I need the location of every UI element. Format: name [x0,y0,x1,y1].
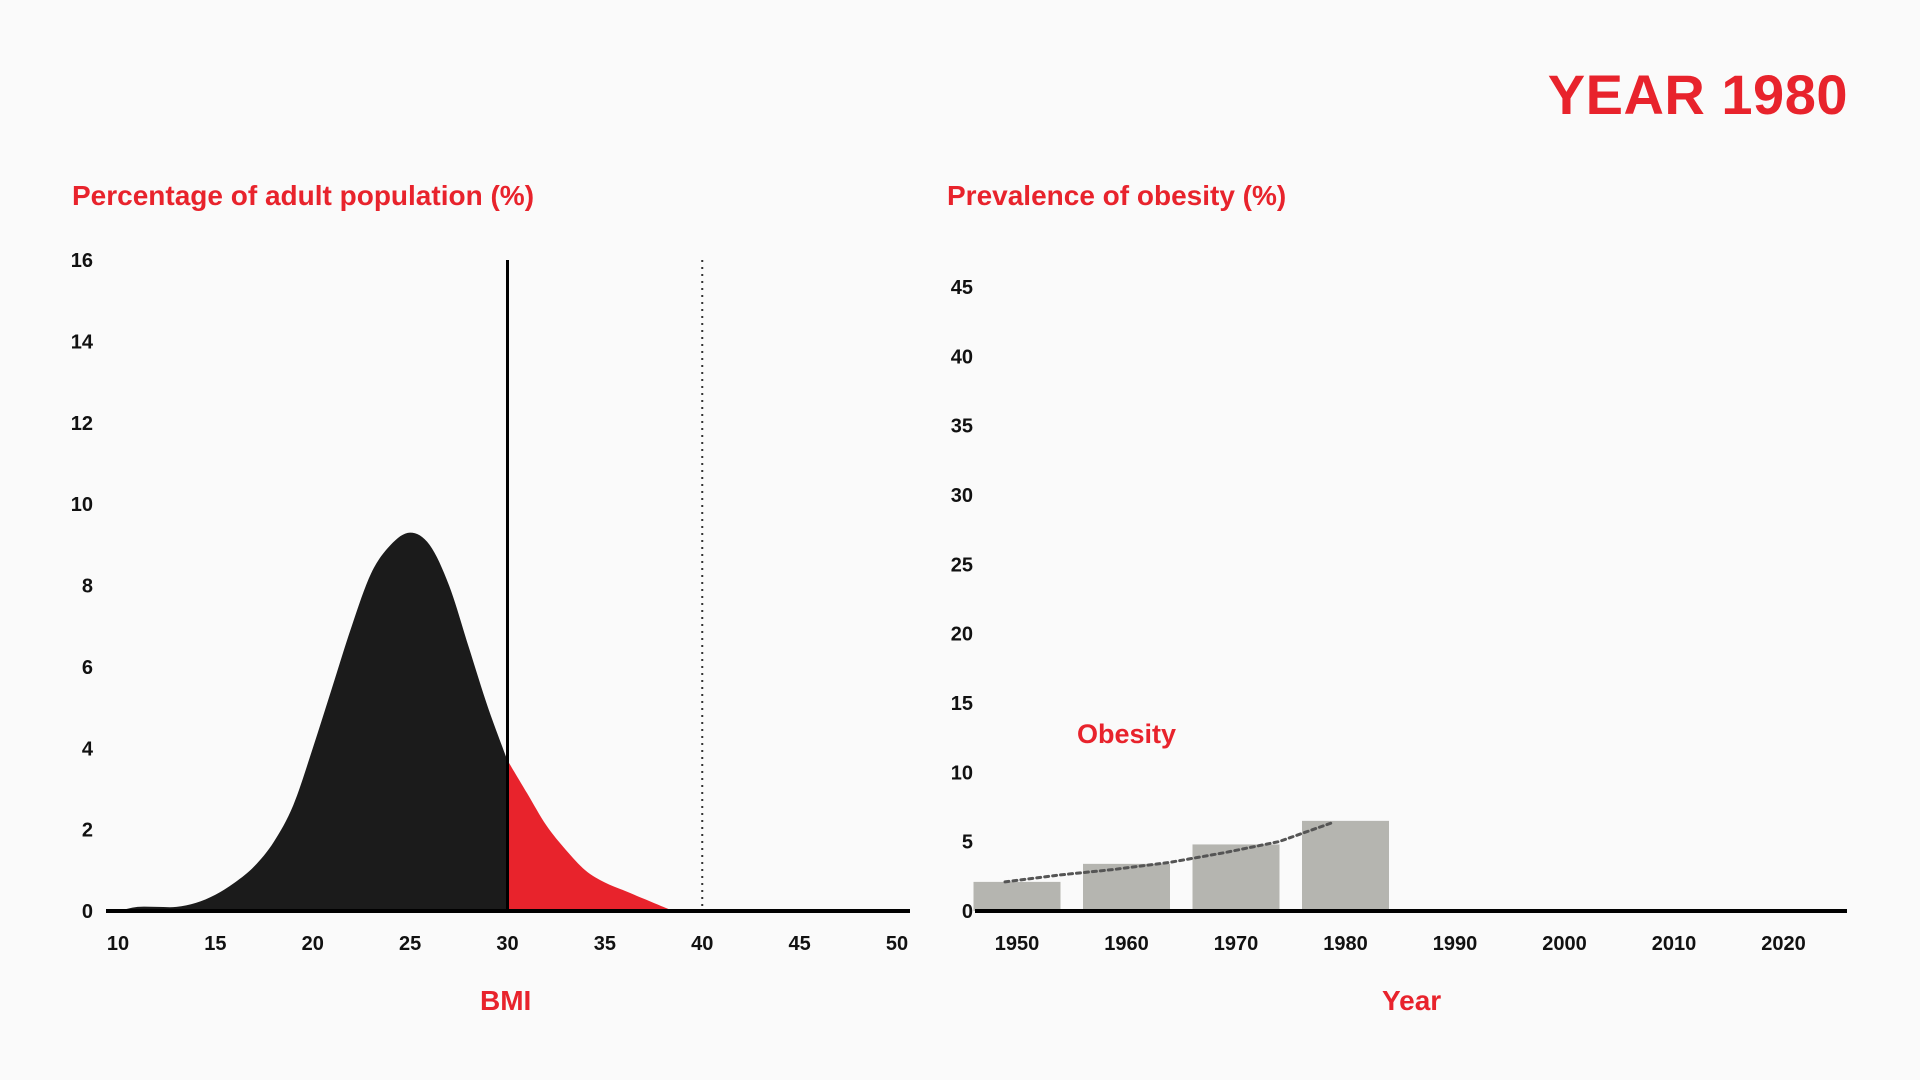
bmi-y-tick-label: 8 [82,576,93,598]
obesity-x-tick-label: 1980 [1323,933,1368,955]
obesity-x-tick-label: 1950 [995,933,1040,955]
bmi-y-tick-label: 14 [71,331,94,353]
year-title: YEAR 1980 [1547,63,1848,126]
bmi-y-tick-label: 4 [82,738,94,760]
bmi-y-tick-label: 10 [71,494,93,516]
obesity-y-tick-label: 20 [951,624,973,646]
obesity-y-tick-label: 25 [951,554,973,576]
bmi-y-tick-label: 12 [71,413,93,435]
bmi-axis-label: BMI [480,985,532,1016]
bmi-area-normal [118,532,508,911]
obesity-bar [973,881,1061,911]
bmi-chart-title: Percentage of adult population (%) [72,180,535,211]
obesity-trend-line [1003,820,1335,884]
obesity-x-tick-label: 2020 [1761,933,1806,955]
obesity-y-tick-label: 30 [951,485,973,507]
obesity-y-tick-label: 0 [962,901,973,923]
bmi-x-tick-label: 25 [399,933,421,955]
obesity-x-tick-label: 1990 [1433,933,1478,955]
bmi-x-tick-label: 15 [204,933,226,955]
obesity-chart-title: Prevalence of obesity (%) [947,180,1287,211]
bmi-y-tick-label: 6 [82,657,93,679]
obesity-y-tick-label: 35 [951,416,973,438]
obesity-x-tick-label: 1970 [1214,933,1259,955]
bmi-y-tick-label: 0 [82,901,93,923]
bmi-x-tick-label: 50 [886,933,908,955]
obesity-y-tick-label: 10 [951,762,973,784]
bmi-x-tick-label: 10 [107,933,129,955]
obesity-bar [1302,820,1389,911]
obesity-y-tick-label: 40 [951,346,973,368]
bmi-x-tick-label: 20 [302,933,324,955]
bmi-x-tick-label: 40 [691,933,713,955]
obesity-y-tick-label: 5 [962,832,973,854]
bmi-area-obese [507,760,674,911]
bmi-y-tick-label: 2 [82,820,93,842]
year-axis-label: Year [1382,985,1442,1016]
bmi-x-tick-label: 30 [496,933,518,955]
obesity-x-tick-label: 1960 [1104,933,1149,955]
obesity-y-tick-label: 15 [951,693,973,715]
obesity-x-tick-label: 2010 [1652,933,1697,955]
bmi-x-tick-label: 45 [789,933,811,955]
bmi-y-tick-label: 16 [71,250,93,272]
obesity-annotation: Obesity [1077,719,1176,749]
obesity-x-tick-label: 2000 [1542,933,1587,955]
bmi-x-tick-label: 35 [594,933,616,955]
obesity-bar [1192,844,1280,911]
obesity-y-tick-label: 45 [951,277,973,299]
